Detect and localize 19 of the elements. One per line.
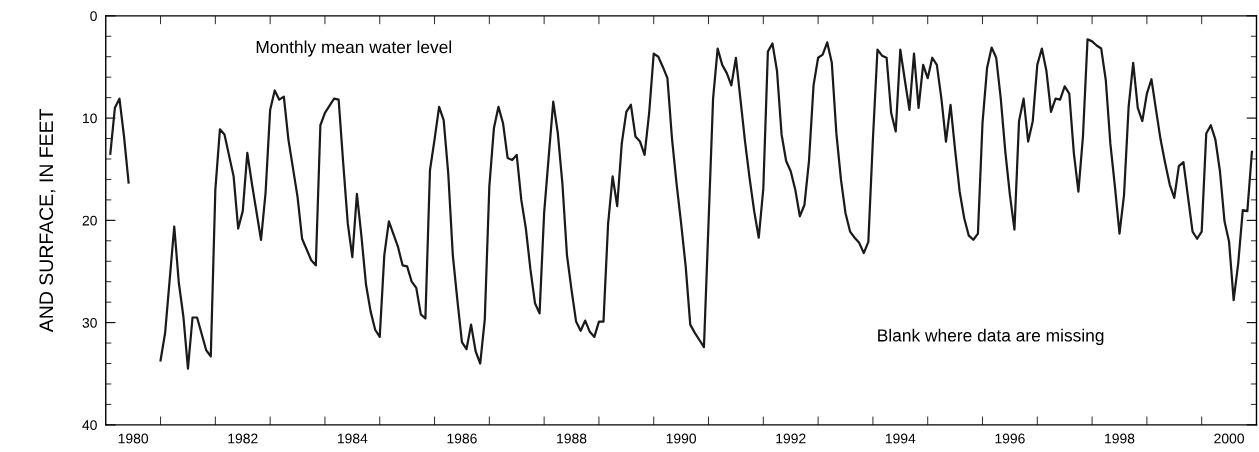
x-tick-label: 1990 [666, 433, 697, 444]
annotation: Blank where data are missing [878, 328, 1104, 346]
x-tick-label: 1992 [776, 433, 806, 444]
y-tick-label: 20 [82, 215, 97, 226]
x-tick-label: 1996 [995, 433, 1025, 444]
x-tick-label: 1998 [1105, 433, 1135, 444]
x-tick-label: 1986 [447, 433, 477, 444]
annotation: Monthly mean water level [256, 40, 452, 57]
x-tick-label: 1994 [885, 433, 916, 444]
x-tick-label: 1984 [337, 433, 368, 444]
y-tick-label: 40 [82, 420, 97, 431]
y-tick-label: 10 [83, 113, 97, 124]
y-tick-label: 30 [82, 317, 97, 328]
y-tick-label: 0 [90, 11, 97, 21]
x-tick-label: 1982 [228, 433, 258, 444]
x-tick-label: 1980 [118, 433, 149, 444]
x-tick-label: 1988 [557, 433, 587, 444]
x-tick-label: 2000 [1214, 433, 1244, 444]
y-axis-title: AND SURFACE, IN FEET [39, 108, 56, 333]
